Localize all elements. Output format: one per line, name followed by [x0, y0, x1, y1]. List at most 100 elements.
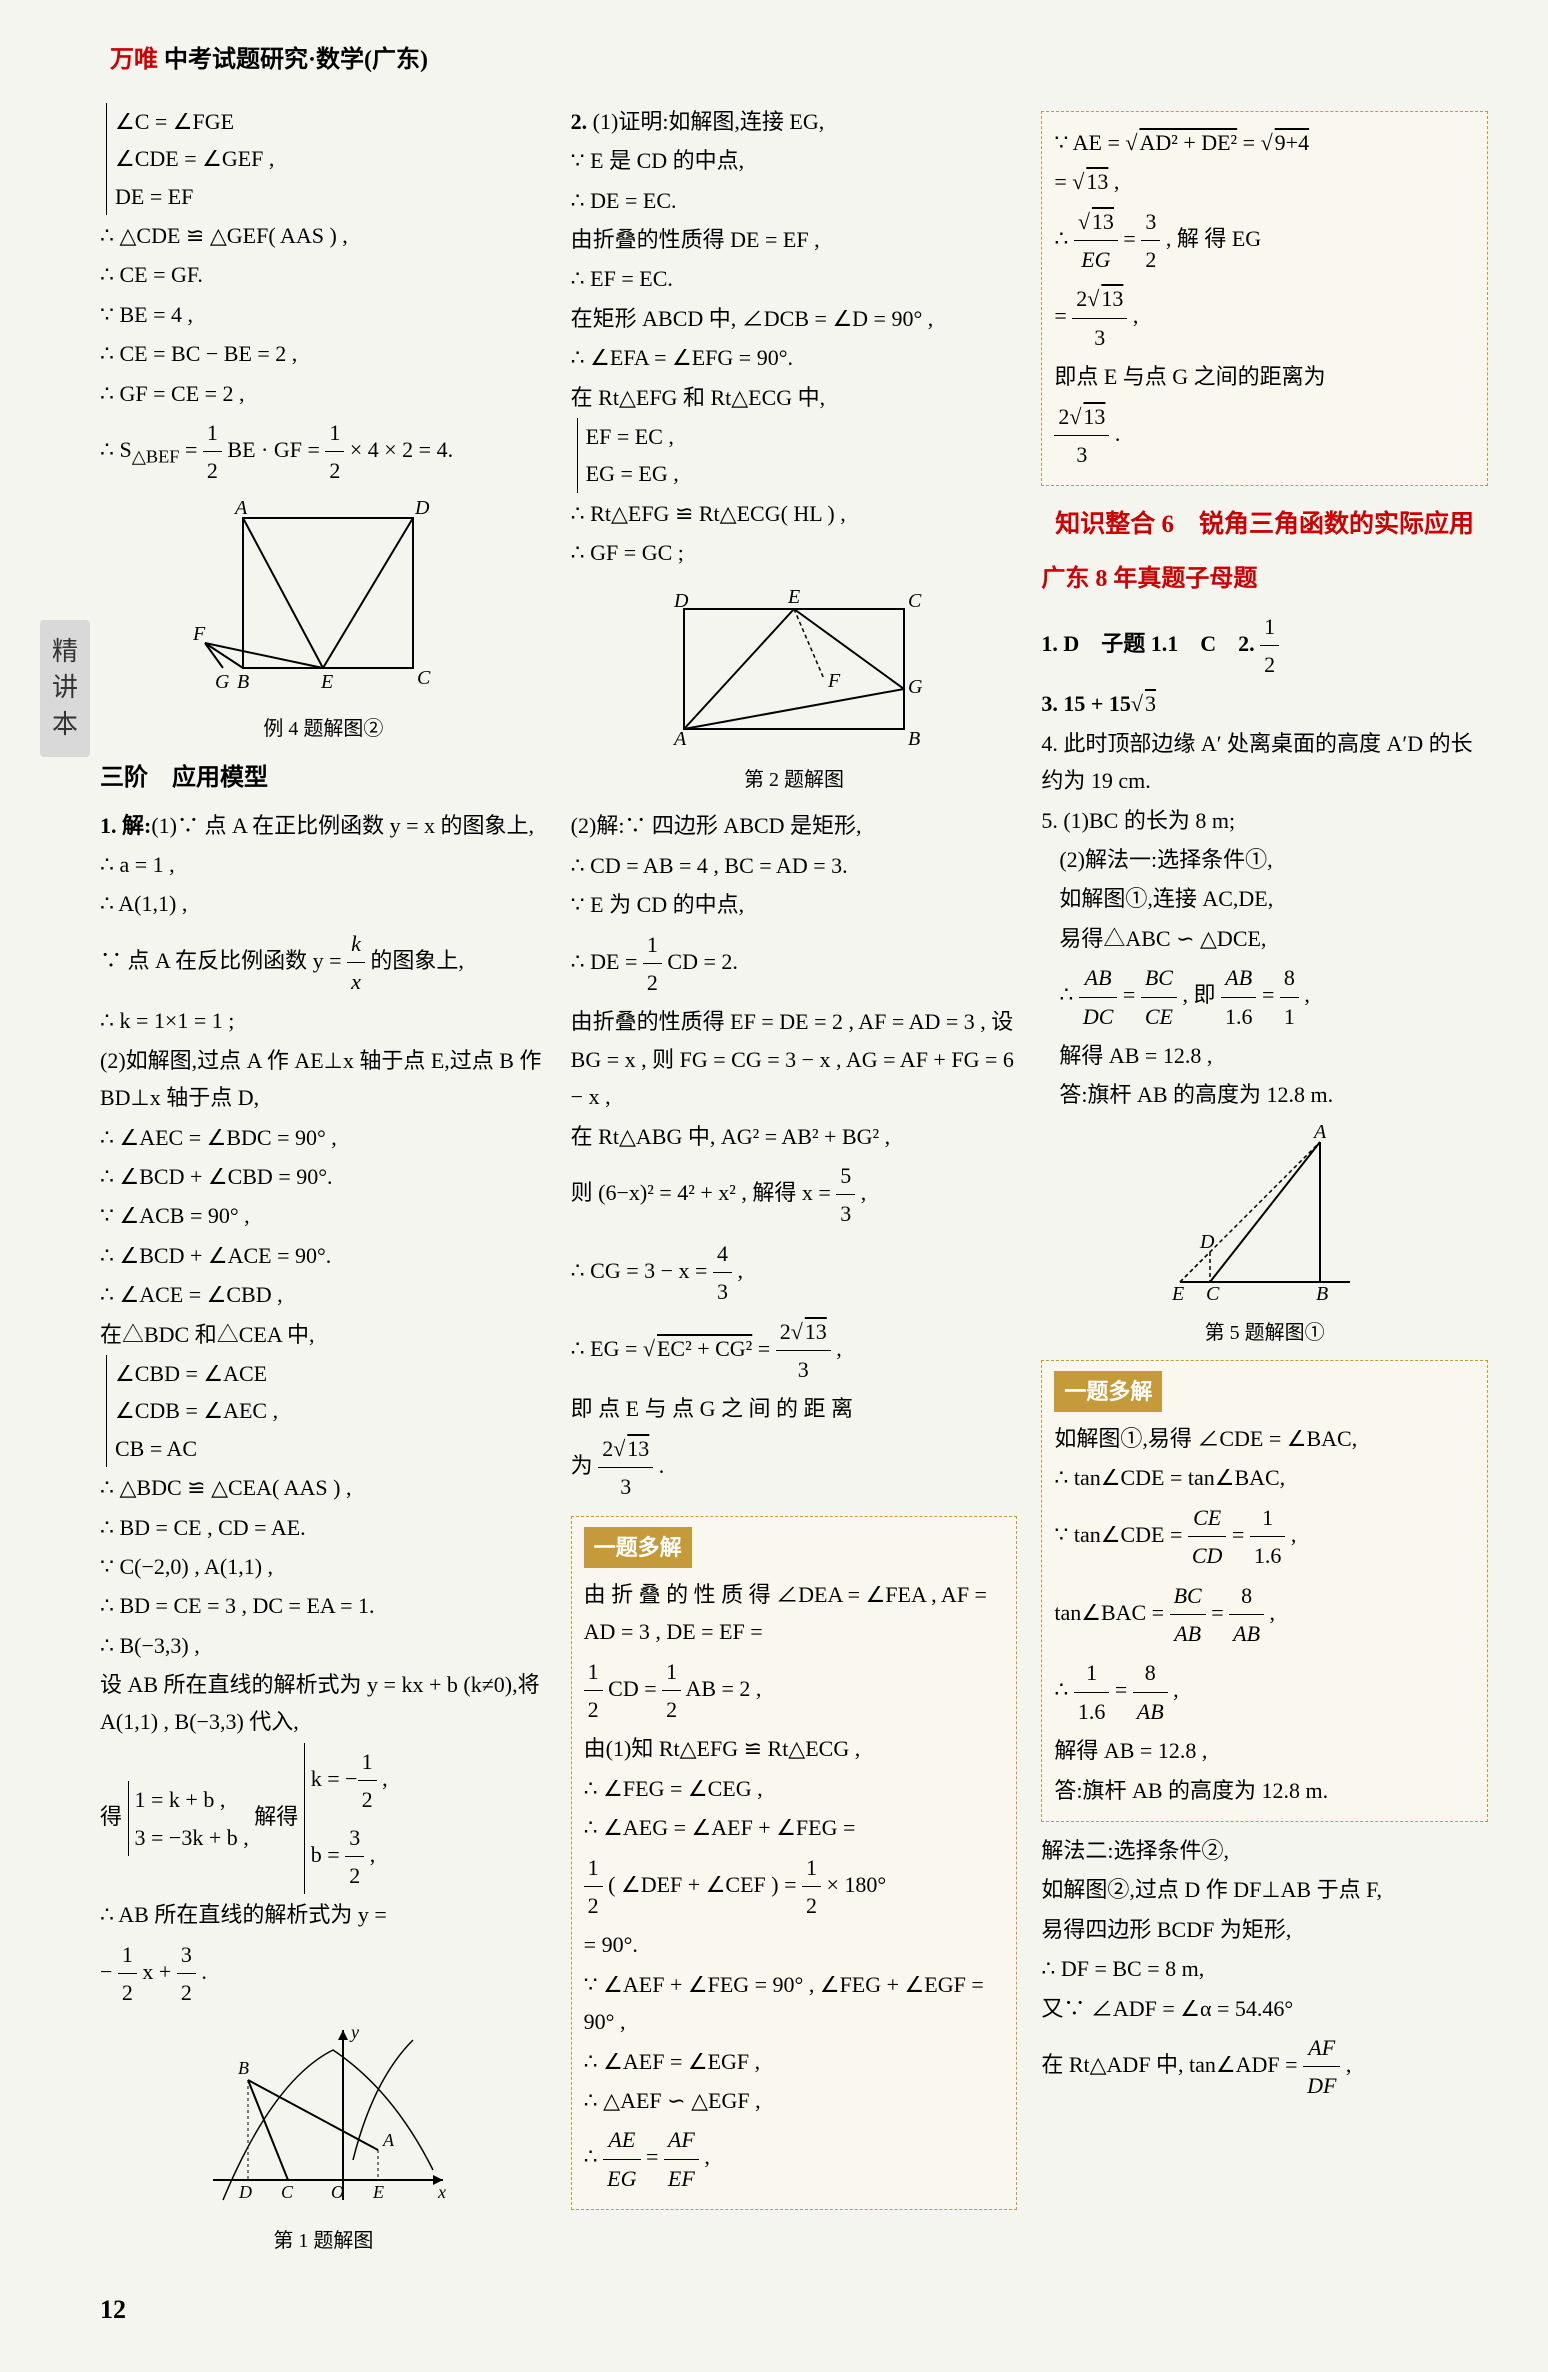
box-top-c3: AE = √AD² + DE² = √9+4 = √13 , √13EG = 3… [1041, 111, 1488, 487]
header-title: 中考试题研究·数学(广东) [164, 47, 428, 73]
fig1-cap: 例 4 题解图② [100, 712, 547, 746]
q1: 1. 解:(1)∵ 点 A 在正比例函数 y = x 的图象上, [100, 807, 547, 844]
svg-text:E: E [372, 2182, 384, 2202]
q1c: A(1,1) , [100, 885, 547, 922]
svg-text:E: E [1171, 1283, 1184, 1305]
svg-text:C: C [1206, 1283, 1220, 1305]
svg-text:C: C [908, 590, 922, 612]
col-2: 2. (1)证明:如解图,连接 EG, E 是 CD 的中点, DE = EC.… [571, 101, 1018, 2268]
q1p: C(−2,0) , A(1,1) , [100, 1548, 547, 1585]
fig-5: A B C E D 第 5 题解图① [1041, 1122, 1488, 1350]
q1o: BD = CE , CD = AE. [100, 1509, 547, 1546]
c1-sys1: ∠C = ∠FGE [115, 103, 547, 140]
svg-text:C: C [417, 667, 431, 689]
q1b: a = 1 , [100, 846, 547, 883]
q1v: − 12 x + 32 . [100, 1936, 547, 2012]
q1g: ∠AEC = ∠BDC = 90° , [100, 1119, 547, 1156]
q2s: CG = 3 − x = 43 , [571, 1235, 1018, 1311]
svg-text:A: A [382, 2130, 395, 2150]
c1-l7: CE = BC − BE = 2 , [100, 335, 547, 372]
svg-text:B: B [237, 671, 249, 693]
svg-text:C: C [281, 2182, 294, 2202]
q1e: k = 1×1 = 1 ; [100, 1002, 547, 1039]
q1k: ∠ACE = ∠CBD , [100, 1276, 547, 1313]
q2o: DE = 12 CD = 2. [571, 926, 1018, 1002]
q2p: 由折叠的性质得 EF = DE = 2 , AF = AD = 3 , 设 BG… [571, 1003, 1018, 1115]
q1i: ∠ACB = 90° , [100, 1197, 547, 1234]
fig3-cap: 第 2 题解图 [571, 763, 1018, 797]
svg-text:A: A [233, 498, 248, 519]
c1-sys3: DE = EF [115, 178, 547, 215]
q2: 2. (1)证明:如解图,连接 EG, [571, 103, 1018, 140]
q1t: 得 1 = k + b , 3 = −3k + b , 解得 k = −12 ,… [100, 1743, 547, 1895]
q2n: E 为 CD 的中点, [571, 886, 1018, 923]
fig-2: B A D C O E x y 第 1 题解图 [100, 2020, 547, 2258]
fig5-cap: 第 5 题解图① [1041, 1316, 1488, 1350]
svg-text:B: B [1316, 1283, 1328, 1305]
fig-3: D E C G B A F 第 2 题解图 [571, 579, 1018, 797]
q1u: AB 所在直线的解析式为 y = [100, 1896, 547, 1933]
q2c: DE = EC. [571, 182, 1018, 219]
svg-text:A: A [672, 728, 687, 750]
columns: ∠C = ∠FGE ∠CDE = ∠GEF , DE = EF △CDE ≌ △… [100, 101, 1488, 2268]
side-tab-l1: 精 [48, 634, 82, 670]
q2e: EF = EC. [571, 260, 1018, 297]
svg-text:G: G [215, 671, 230, 693]
q1n: △BDC ≌ △CEA( AAS ) , [100, 1469, 547, 1506]
q2q: 在 Rt△ABG 中, AG² = AB² + BG² , [571, 1118, 1018, 1155]
sec6-title: 知识整合 6 锐角三角函数的实际应用 [1041, 504, 1488, 547]
svg-text:B: B [908, 728, 920, 750]
q2l: (2)解:∵ 四边形 ABCD 是矩形, [571, 807, 1018, 844]
q2k: GF = GC ; [571, 534, 1018, 571]
q2j: Rt△EFG ≌ Rt△ECG( HL ) , [571, 495, 1018, 532]
svg-text:E: E [787, 586, 800, 608]
q2g: ∠EFA = ∠EFG = 90°. [571, 339, 1018, 376]
page-header: 万唯 中考试题研究·数学(广东) [100, 40, 1488, 81]
q2b: E 是 CD 的中点, [571, 142, 1018, 179]
q2m: CD = AB = 4 , BC = AD = 3. [571, 847, 1018, 884]
brand: 万唯 [110, 47, 158, 73]
c1-l4: △CDE ≌ △GEF( AAS ) , [100, 217, 547, 254]
box-1: 一题多解 由 折 叠 的 性 质 得 ∠DEA = ∠FEA , AF = AD… [571, 1516, 1018, 2211]
col-3: AE = √AD² + DE² = √9+4 = √13 , √13EG = 3… [1041, 101, 1488, 2268]
side-tab-l3: 本 [48, 707, 82, 743]
q1q: BD = CE = 3 , DC = EA = 1. [100, 1587, 547, 1624]
c1-l9: S△BEF = 12 BE · GF = 12 × 4 × 2 = 4. [100, 414, 547, 490]
svg-text:D: D [673, 590, 689, 612]
q2r: 则 (6−x)² = 4² + x² , 解得 x = 53 , [571, 1157, 1018, 1233]
q1r: B(−3,3) , [100, 1627, 547, 1664]
fig-1: A D C B E F G 例 4 题解图② [100, 498, 547, 746]
q1h: ∠BCD + ∠CBD = 90°. [100, 1158, 547, 1195]
svg-text:D: D [238, 2182, 252, 2202]
a5: 5. (1)BC 的长为 8 m; [1041, 802, 1488, 839]
q1s: 设 AB 所在直线的解析式为 y = kx + b (k≠0),将 A(1,1)… [100, 1666, 547, 1741]
svg-text:B: B [238, 2058, 249, 2078]
side-tab: 精 讲 本 [40, 620, 90, 757]
side-tab-l2: 讲 [48, 670, 82, 706]
q1d: ∵ 点 A 在反比例函数 y = kx 的图象上, [100, 925, 547, 1001]
col-1: ∠C = ∠FGE ∠CDE = ∠GEF , DE = EF △CDE ≌ △… [100, 101, 547, 2268]
q1j: ∠BCD + ∠ACE = 90°. [100, 1237, 547, 1274]
svg-text:y: y [349, 2022, 359, 2042]
q2h: 在 Rt△EFG 和 Rt△ECG 中, [571, 379, 1018, 416]
box1-title: 一题多解 [584, 1527, 692, 1568]
svg-text:D: D [1199, 1231, 1215, 1253]
c1-l6: BE = 4 , [100, 296, 547, 333]
q2f: 在矩形 ABCD 中, ∠DCB = ∠D = 90° , [571, 300, 1018, 337]
stage3-title: 三阶 应用模型 [100, 758, 547, 799]
c1-l8: GF = CE = 2 , [100, 375, 547, 412]
svg-text:F: F [827, 670, 841, 692]
c1-l5: CE = GF. [100, 256, 547, 293]
svg-text:D: D [414, 498, 430, 519]
svg-text:A: A [1312, 1122, 1327, 1143]
q1l: 在△BDC 和△CEA 中, [100, 1316, 547, 1353]
q1f: (2)如解图,过点 A 作 AE⊥x 轴于点 E,过点 B 作 BD⊥x 轴于点… [100, 1042, 547, 1117]
gd8-title: 广东 8 年真题子母题 [1041, 559, 1488, 600]
page-number: 12 [100, 2288, 1488, 2332]
fig2-cap: 第 1 题解图 [100, 2224, 547, 2258]
c1-sys2: ∠CDE = ∠GEF , [115, 140, 547, 177]
q2v: 为 2√133 . [571, 1430, 1018, 1506]
svg-text:F: F [193, 623, 206, 645]
box-2: 一题多解 如解图①,易得 ∠CDE = ∠BAC, tan∠CDE = tan∠… [1041, 1360, 1488, 1822]
box2-title: 一题多解 [1054, 1371, 1162, 1412]
